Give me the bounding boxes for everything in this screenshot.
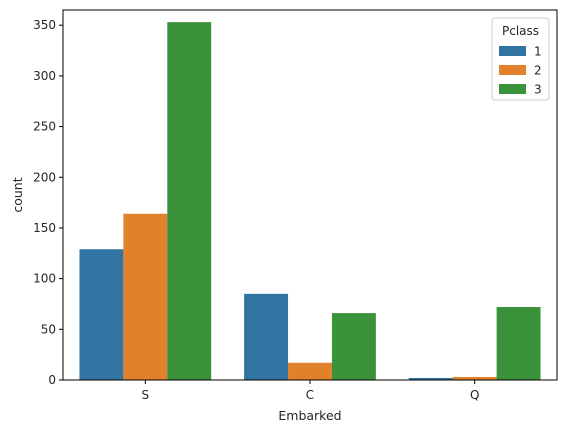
- bar-C-pclass-1: [244, 293, 289, 380]
- y-tick-label: 50: [41, 322, 56, 336]
- y-tick-label: 100: [33, 272, 56, 286]
- legend: Pclass 1 2 3: [491, 17, 550, 101]
- bar-C-pclass-2: [288, 362, 332, 380]
- legend-label-3: 3: [534, 83, 542, 97]
- legend-label-2: 2: [534, 64, 542, 78]
- bars-layer: [79, 22, 541, 380]
- y-tick-label: 300: [33, 69, 56, 83]
- legend-swatch-2: [499, 65, 526, 75]
- x-tick-label: C: [306, 388, 314, 402]
- y-tick-label: 200: [33, 170, 56, 184]
- y-tick-label: 0: [48, 373, 56, 387]
- x-tick-label: Q: [470, 388, 479, 402]
- legend-box: [491, 17, 550, 101]
- legend-label-1: 1: [534, 45, 542, 59]
- bar-S-pclass-1: [79, 249, 124, 380]
- y-axis-label: count: [10, 177, 25, 212]
- bar-S-pclass-2: [123, 213, 168, 380]
- bar-Q-pclass-2: [452, 376, 497, 380]
- legend-items: 1 2 3: [499, 45, 542, 97]
- x-tick-label: S: [142, 388, 150, 402]
- y-tick-label: 350: [33, 18, 56, 32]
- x-axis-label: Embarked: [278, 408, 341, 423]
- legend-swatch-1: [499, 46, 526, 56]
- y-tick-label: 150: [33, 221, 56, 235]
- bar-C-pclass-3: [331, 313, 376, 380]
- y-axis: 0 50 100 150 200 250 300 350: [33, 18, 63, 387]
- bar-Q-pclass-3: [496, 307, 541, 380]
- y-tick-label: 250: [33, 120, 56, 134]
- legend-swatch-3: [499, 84, 526, 94]
- legend-title: Pclass: [502, 24, 539, 38]
- bar-S-pclass-3: [167, 22, 212, 380]
- axes-frame: [62, 9, 558, 381]
- bar-Q-pclass-1: [408, 377, 453, 380]
